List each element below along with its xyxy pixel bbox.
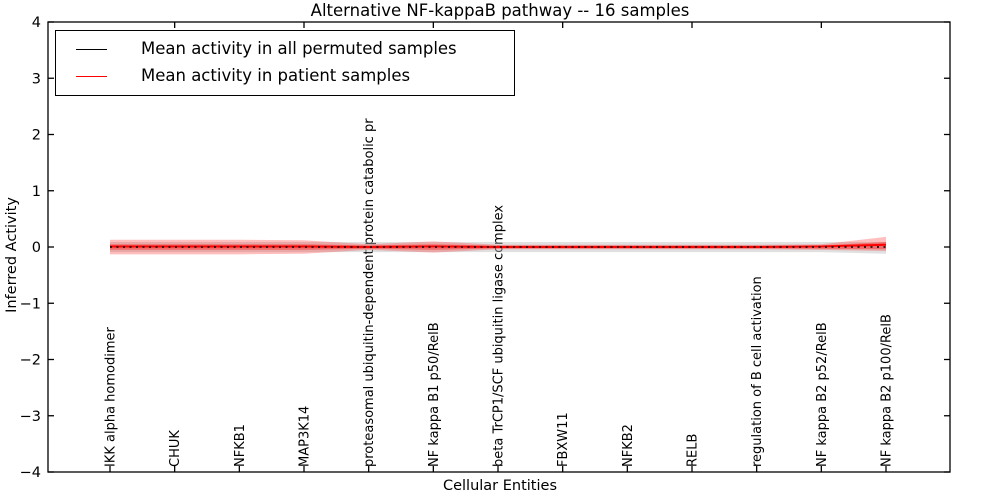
y-tick-label: 4 (32, 15, 41, 31)
legend-label-patient: Mean activity in patient samples (141, 66, 411, 86)
x-axis-label: Cellular Entities (442, 478, 558, 494)
x-category-label: CHUK (168, 430, 183, 467)
x-category-label: beta TrCP1/SCF ubiquitin ligase complex (492, 205, 507, 467)
y-axis-label: Inferred Activity (4, 197, 20, 313)
x-category-label: NF kappa B2 p100/RelB (880, 314, 895, 467)
x-category-label: NF kappa B2 p52/RelB (815, 322, 830, 467)
patient-mean-line (110, 243, 887, 249)
y-tick-label: −3 (20, 409, 41, 425)
permuted-line-swatch (76, 49, 107, 51)
x-category-labels: IKK alpha homodimer CHUK NFKB1 MAP3K14 prote… (104, 118, 895, 467)
x-category-label: MAP3K14 (298, 406, 313, 467)
y-tick-label: −4 (20, 465, 41, 481)
x-category-label: regulation of B cell activation (750, 276, 765, 467)
y-tick-label: 1 (32, 184, 41, 200)
patient-line-swatch (76, 75, 107, 77)
y-tick-label: 0 (32, 240, 41, 256)
y-axis-ticks: −4 −3 −2 −1 0 1 2 3 4 (20, 15, 950, 481)
y-tick-label: −2 (20, 353, 41, 369)
x-axis-ticks (109, 22, 887, 472)
chart-title: Alternative NF-kappaB pathway -- 16 samp… (310, 1, 690, 20)
x-category-label: IKK alpha homodimer (104, 326, 119, 467)
legend-box: Mean activity in all permuted samples Me… (55, 30, 515, 96)
x-category-label: NFKB2 (621, 424, 636, 467)
legend-label-permuted: Mean activity in all permuted samples (141, 39, 457, 59)
x-category-label: RELB (686, 434, 701, 467)
x-category-label: proteasomal ubiquitin-dependent protein … (362, 118, 377, 467)
patient-confidence-band (110, 236, 886, 255)
y-tick-label: 3 (32, 71, 41, 87)
x-category-label: FBXW11 (556, 412, 571, 467)
x-category-label: NF kappa B1 p50/RelB (427, 322, 442, 467)
y-tick-label: 2 (32, 128, 41, 144)
legend-item-permuted: Mean activity in all permuted samples (56, 41, 514, 58)
x-category-label: NFKB1 (233, 424, 248, 467)
y-tick-label: −1 (20, 296, 41, 312)
legend-item-patient: Mean activity in patient samples (56, 68, 514, 85)
